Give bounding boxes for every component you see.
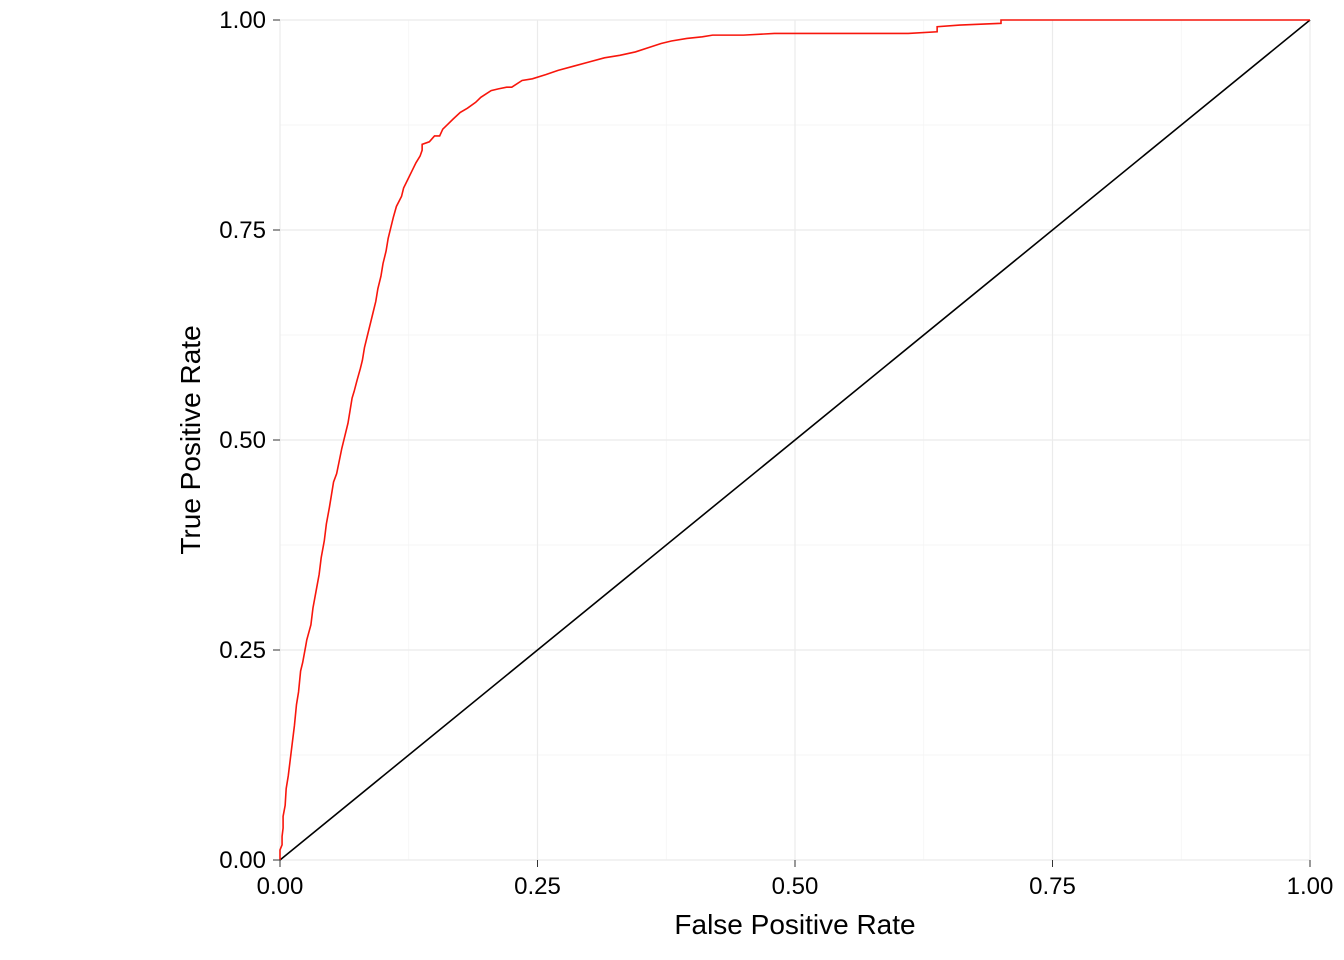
x-tick-label: 0.25 [514, 873, 561, 900]
y-axis-ticks [273, 20, 280, 860]
x-tick-label: 0.75 [1029, 873, 1076, 900]
x-tick-label: 0.00 [257, 873, 304, 900]
x-tick-label: 1.00 [1287, 873, 1334, 900]
x-axis-tick-labels: 0.00 0.25 0.50 0.75 1.00 [257, 873, 1334, 900]
y-tick-label: 1.00 [219, 7, 266, 34]
y-tick-label: 0.75 [219, 217, 266, 244]
y-tick-label: 0.50 [219, 427, 266, 454]
x-axis-ticks [280, 860, 1310, 867]
chart-svg: 0.00 0.25 0.50 0.75 1.00 0.00 0.25 0.50 0.75 1.0… [0, 0, 1344, 960]
roc-chart: 0.00 0.25 0.50 0.75 1.00 0.00 0.25 0.50 0.75 1.0… [0, 0, 1344, 960]
y-tick-label: 0.00 [219, 847, 266, 874]
y-tick-label: 0.25 [219, 637, 266, 664]
x-tick-label: 0.50 [772, 873, 819, 900]
x-axis-title: False Positive Rate [674, 909, 915, 940]
y-axis-tick-labels: 0.00 0.25 0.50 0.75 1.00 [219, 7, 266, 874]
y-axis-title: True Positive Rate [175, 325, 206, 554]
